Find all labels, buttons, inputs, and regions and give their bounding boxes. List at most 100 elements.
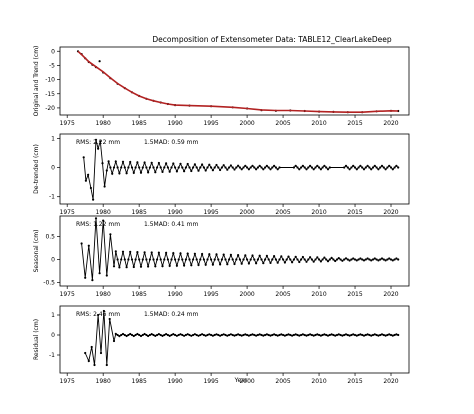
data-point [91,279,94,282]
data-point [97,313,100,317]
data-point [328,166,331,169]
data-point [154,171,157,174]
data-point [312,168,315,171]
data-point [323,333,326,336]
x-tick-label: 1995 [203,209,218,216]
data-point [222,253,225,256]
data-point [244,164,247,167]
data-point [303,258,306,261]
y-tick-label: -1 [49,352,55,359]
x-tick-label: 2010 [311,291,326,298]
data-point [348,168,351,171]
data-point [285,258,288,261]
data-point [384,168,387,171]
data-point [174,258,177,261]
data-point [332,333,335,337]
data-point [368,333,371,337]
data-point [157,161,160,165]
data-point [94,217,98,220]
data-point [373,333,376,336]
data-point [283,334,286,337]
x-tick-label: 1980 [96,120,111,127]
data-point [325,258,328,261]
data-point [210,166,213,169]
data-point [217,333,220,337]
data-point [165,333,168,336]
data-point [156,258,159,261]
data-point [318,258,321,261]
data-point [166,166,169,169]
data-point [206,258,209,261]
data-point [291,261,294,264]
x-tick-label: 2005 [275,291,290,298]
data-point [289,258,292,261]
data-point [251,333,254,336]
data-point [168,264,171,267]
data-point [118,266,121,269]
data-point [309,256,312,259]
data-point [278,166,281,169]
data-point [382,333,385,337]
data-point [364,258,367,261]
data-point [260,258,263,261]
data-point [361,333,364,337]
data-point [343,166,346,169]
data-point [300,166,303,169]
data-point [184,258,187,261]
data-point [172,162,175,165]
data-point [325,166,328,169]
data-point [165,162,168,165]
data-point [116,166,119,169]
data-point [274,333,277,337]
data-point [343,333,346,337]
data-point [99,351,103,355]
data-point [237,164,240,167]
data-point [190,334,193,337]
data-point [291,334,294,337]
data-point [150,251,153,254]
data-point [361,166,364,169]
x-tick-label: 2015 [347,209,362,216]
x-axis-label: Year [234,377,248,384]
data-point [246,333,249,337]
data-point [237,254,240,257]
data-point [148,166,151,169]
data-point [353,333,357,337]
data-point [114,160,117,163]
data-point [273,164,276,167]
x-tick-label: 2000 [239,378,254,385]
x-tick-label: 1990 [167,209,182,216]
data-point [389,333,393,337]
data-point [310,166,313,169]
y-tick-label: 0 [51,332,55,339]
data-point [355,334,358,337]
data-point [235,258,238,261]
data-point [280,333,283,336]
data-point [233,168,236,171]
data-point [188,258,191,261]
x-tick-label: 1990 [167,291,182,298]
data-point [174,166,177,169]
data-point [325,333,328,337]
y-tick-label: 0 [51,48,55,55]
data-point [186,252,189,255]
data-point [287,333,290,336]
data-point [343,258,346,261]
data-point [220,333,223,337]
data-point [188,166,191,169]
data-point [389,258,393,261]
data-point [300,333,303,337]
data-point [188,333,191,337]
data-point [130,333,134,337]
data-point [335,333,339,337]
x-tick-label: 1985 [132,120,147,127]
x-tick-label: 2000 [239,120,254,127]
data-point [307,333,310,337]
data-point [388,164,391,167]
data-point [165,251,168,254]
data-point [353,166,357,169]
data-point [370,334,373,337]
data-point [357,166,360,169]
data-point [228,333,231,337]
data-point [377,168,380,171]
